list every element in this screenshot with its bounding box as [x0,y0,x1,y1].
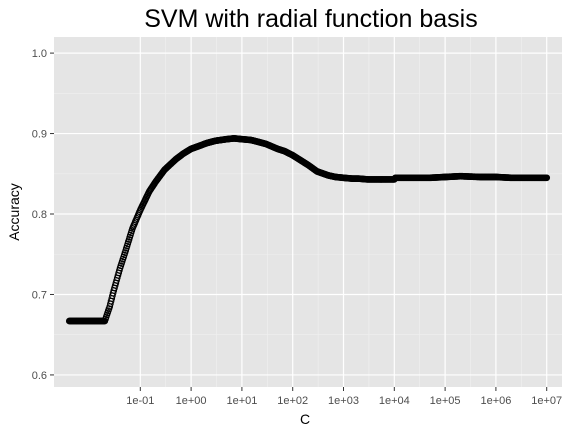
x-tick-label: 1e+06 [480,395,511,407]
data-point [543,174,551,182]
x-axis-title: C [300,411,310,427]
x-tick-label: 1e+07 [531,395,562,407]
y-tick-label: 0.9 [32,129,47,141]
x-tick-label: 1e+04 [379,395,410,407]
axis-ticks [50,52,548,391]
y-axis-title: Accuracy [6,183,22,241]
y-tick-label: 0.8 [32,209,47,221]
x-tick-label: 1e+00 [176,395,207,407]
chart-title: SVM with radial function basis [144,5,477,33]
y-tick-label: 1.0 [32,48,47,60]
x-tick-label: 1e+01 [226,395,257,407]
minor-grid [54,37,562,387]
x-tick-label: 1e+03 [328,395,359,407]
x-tick-label: 1e+05 [430,395,461,407]
x-tick-label: 1e+02 [277,395,308,407]
y-tick-label: 0.7 [32,289,47,301]
major-grid [54,37,562,387]
data-points [65,135,551,325]
y-tick-labels: 0.6 0.7 0.8 0.9 1.0 [32,48,47,382]
x-tick-label: 1e-01 [126,395,154,407]
x-tick-labels: 1e-01 1e+00 1e+01 1e+02 1e+03 1e+04 1e+05 1e+06… [126,395,562,407]
y-tick-label: 0.6 [32,370,47,382]
